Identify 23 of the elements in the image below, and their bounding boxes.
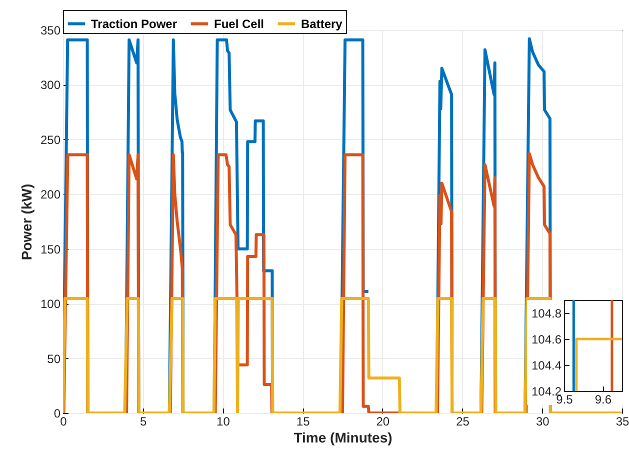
legend-label: Traction Power [91, 16, 178, 31]
y-tick-label: 150 [40, 242, 61, 256]
y-tick-label: 100 [40, 297, 61, 312]
x-tick-label: 30 [536, 414, 550, 428]
legend-label: Fuel Cell [214, 16, 264, 31]
y-tick-label: 104.8 [531, 306, 562, 320]
y-tick-label: 104.6 [531, 332, 562, 346]
x-tick-label: 15 [296, 414, 310, 428]
y-tick-label: 104.4 [531, 358, 562, 372]
y-axis-title: Power (kW) [18, 184, 34, 260]
y-tick-label: 200 [40, 188, 61, 202]
x-tick-label: 25 [456, 414, 470, 428]
x-tick-label: 35 [616, 414, 629, 428]
x-tick-label: 10 [216, 414, 230, 428]
x-tick-label: 9.6 [594, 392, 612, 406]
y-tick-label: 300 [40, 78, 61, 92]
y-tick-label: 350 [40, 24, 61, 38]
y-tick-label: 50 [47, 352, 61, 366]
x-tick-label: 5 [140, 414, 148, 428]
x-axis-title: Time (Minutes) [294, 430, 392, 446]
y-tick-label: 250 [40, 132, 61, 147]
legend-label: Battery [301, 16, 343, 31]
x-tick-label: 20 [376, 414, 390, 428]
